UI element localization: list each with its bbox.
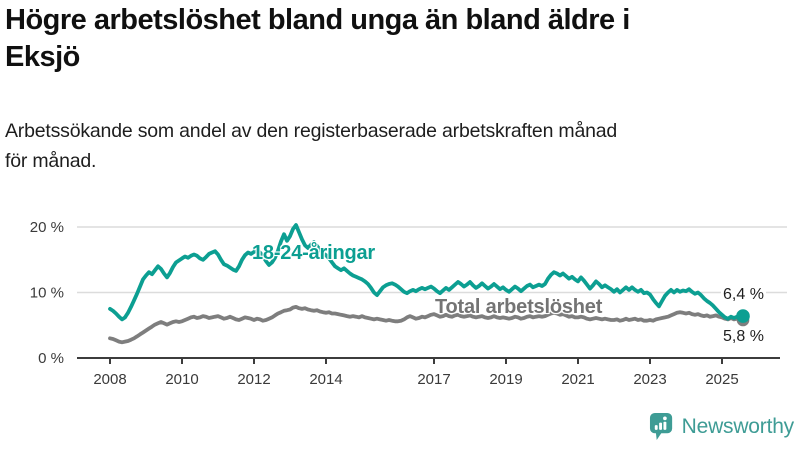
- subtitle-line-2: för månad.: [5, 150, 97, 172]
- x-tick-label: 2025: [705, 371, 738, 388]
- x-tick-label: 2010: [165, 371, 198, 388]
- x-tick-label: 2019: [489, 371, 522, 388]
- x-tick-label: 2017: [417, 371, 450, 388]
- y-tick-label: 10 %: [30, 285, 64, 302]
- subtitle-line-1: Arbetssökande som andel av den registerb…: [5, 120, 618, 142]
- series-label-total: Total arbetslöshet: [435, 296, 603, 318]
- end-value-total: 5,8 %: [721, 328, 766, 346]
- newsworthy-logo-icon: [649, 412, 676, 442]
- x-tick-label: 2012: [237, 371, 270, 388]
- y-tick-label: 0 %: [38, 350, 64, 367]
- y-tick-label: 20 %: [30, 219, 64, 236]
- x-tick-label: 2014: [309, 371, 342, 388]
- x-tick-label: 2023: [633, 371, 666, 388]
- series-label-youth: 18-24-åringar: [252, 242, 376, 264]
- title-line-1: Högre arbetslöshet bland unga än bland ä…: [5, 4, 630, 36]
- series-line-youth: [108, 223, 745, 322]
- series-line-total: [108, 305, 745, 345]
- end-value-youth: 6,4 %: [721, 286, 766, 304]
- newsworthy-logo-text: Newsworthy: [681, 415, 795, 438]
- title-line-2: Eksjö: [5, 41, 80, 73]
- chart-canvas: 2008 2010 2012 2014 2017 2019 2021 2023 2025 0 % 1…: [30, 219, 787, 388]
- newsworthy-logo[interactable]: Newsworthy: [649, 412, 794, 442]
- series-end-dot-youth: [736, 309, 750, 323]
- line-chart: 2008 2010 2012 2014 2017 2019 2021 2023 2025 0 % 1…: [0, 200, 800, 450]
- x-tick-label: 2008: [93, 371, 126, 388]
- chart-subtitle: Arbetssökande som andel av den registerb…: [5, 116, 797, 176]
- page-title: Högre arbetslöshet bland unga än bland ä…: [5, 2, 797, 76]
- x-tick-label: 2021: [561, 371, 594, 388]
